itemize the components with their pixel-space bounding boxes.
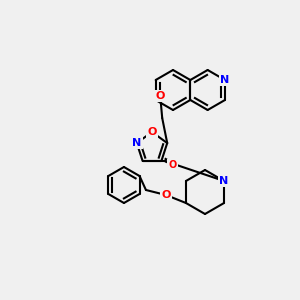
Text: O: O	[169, 160, 177, 170]
Text: O: O	[161, 190, 171, 200]
Text: O: O	[147, 127, 157, 137]
Text: N: N	[220, 75, 230, 85]
Text: O: O	[155, 91, 165, 101]
Text: N: N	[132, 138, 141, 148]
Text: N: N	[219, 176, 229, 186]
